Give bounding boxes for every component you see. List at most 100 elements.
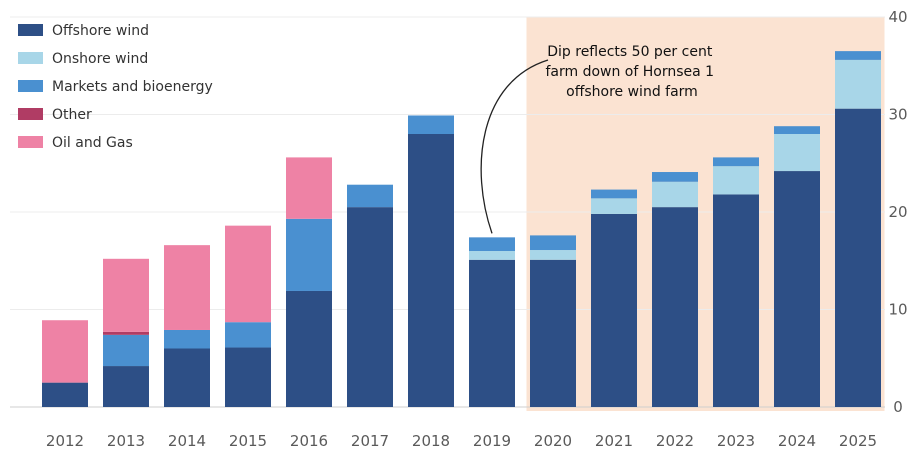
bar-offshore-wind-2015 bbox=[225, 347, 271, 407]
legend-label: Other bbox=[52, 107, 92, 123]
bar-markets-and-bioenergy-2019 bbox=[469, 237, 515, 251]
annotation: Dip reflects 50 per cent farm down of Ho… bbox=[480, 44, 718, 234]
bar-offshore-wind-2019 bbox=[469, 259, 515, 407]
bar-onshore-wind-2020 bbox=[530, 250, 576, 260]
bar-oil-and-gas-2012 bbox=[42, 320, 88, 383]
bar-onshore-wind-2023 bbox=[713, 166, 759, 195]
x-tick-2018: 2018 bbox=[412, 432, 450, 450]
annotation-arrow bbox=[480, 59, 549, 234]
bar-offshore-wind-2020 bbox=[530, 259, 576, 407]
legend-label: Oil and Gas bbox=[52, 135, 133, 151]
annotation-text: Dip reflects 50 per cent farm down of Ho… bbox=[545, 44, 718, 100]
bar-stack-2020 bbox=[530, 235, 576, 407]
x-tick-2019: 2019 bbox=[473, 432, 511, 450]
bar-stack-2023 bbox=[713, 157, 759, 407]
legend-swatch bbox=[18, 108, 43, 120]
bar-stack-2025 bbox=[835, 51, 881, 408]
bar-offshore-wind-2016 bbox=[286, 290, 332, 407]
legend-label: Onshore wind bbox=[52, 51, 148, 67]
bar-offshore-wind-2012 bbox=[42, 382, 88, 407]
bar-other-2013 bbox=[103, 331, 149, 335]
x-tick-2024: 2024 bbox=[778, 432, 816, 450]
legend-item-markets-and-bioenergy: Markets and bioenergy bbox=[18, 79, 213, 95]
bar-onshore-wind-2019 bbox=[469, 251, 515, 260]
x-tick-2012: 2012 bbox=[46, 432, 84, 450]
legend-label: Offshore wind bbox=[52, 23, 149, 39]
bar-offshore-wind-2018 bbox=[408, 134, 454, 407]
bar-stack-2015 bbox=[225, 225, 271, 407]
bar-oil-and-gas-2015 bbox=[225, 225, 271, 323]
projection-highlight-area bbox=[526, 17, 885, 411]
bar-stack-2024 bbox=[774, 126, 820, 407]
x-tick-2022: 2022 bbox=[656, 432, 694, 450]
x-tick-2016: 2016 bbox=[290, 432, 328, 450]
bar-markets-and-bioenergy-2020 bbox=[530, 235, 576, 251]
bar-onshore-wind-2024 bbox=[774, 134, 820, 172]
bar-markets-and-bioenergy-2015 bbox=[225, 322, 271, 348]
y-tick-40: 40 bbox=[888, 8, 907, 26]
bar-markets-and-bioenergy-2023 bbox=[713, 157, 759, 167]
x-tick-2014: 2014 bbox=[168, 432, 206, 450]
bar-offshore-wind-2025 bbox=[835, 108, 881, 408]
bar-stack-2016 bbox=[286, 157, 332, 407]
legend-item-offshore-wind: Offshore wind bbox=[18, 23, 149, 39]
y-tick-0: 0 bbox=[893, 398, 903, 416]
bar-markets-and-bioenergy-2022 bbox=[652, 172, 698, 182]
bar-markets-and-bioenergy-2013 bbox=[103, 334, 149, 367]
bar-offshore-wind-2014 bbox=[164, 348, 210, 407]
x-axis-ticks: 2012 2013 2014 2015 2016 2017 2018 2019 2020 2021… bbox=[46, 432, 877, 450]
bar-oil-and-gas-2013 bbox=[103, 258, 149, 332]
bar-stack-2012 bbox=[42, 320, 88, 407]
bar-oil-and-gas-2016 bbox=[286, 157, 332, 219]
bar-markets-and-bioenergy-2017 bbox=[347, 184, 393, 208]
bar-stack-2013 bbox=[103, 258, 149, 407]
bar-markets-and-bioenergy-2016 bbox=[286, 218, 332, 291]
bar-offshore-wind-2022 bbox=[652, 207, 698, 407]
legend-swatch bbox=[18, 24, 43, 36]
x-tick-2020: 2020 bbox=[534, 432, 572, 450]
bar-offshore-wind-2013 bbox=[103, 366, 149, 407]
bar-markets-and-bioenergy-2025 bbox=[835, 51, 881, 60]
x-tick-2013: 2013 bbox=[107, 432, 145, 450]
legend-swatch bbox=[18, 52, 43, 64]
y-tick-20: 20 bbox=[888, 203, 907, 221]
bar-oil-and-gas-2014 bbox=[164, 245, 210, 330]
annotation-line-2: farm down of Hornsea 1 bbox=[545, 64, 714, 80]
x-tick-2021: 2021 bbox=[595, 432, 633, 450]
legend-swatch bbox=[18, 136, 43, 148]
legend: Offshore wind Onshore wind Markets and bio… bbox=[18, 23, 213, 151]
legend-label: Markets and bioenergy bbox=[52, 79, 213, 95]
bar-stack-2021 bbox=[591, 189, 637, 407]
x-tick-2023: 2023 bbox=[717, 432, 755, 450]
bar-markets-and-bioenergy-2024 bbox=[774, 126, 820, 134]
y-tick-10: 10 bbox=[888, 301, 907, 319]
bar-offshore-wind-2021 bbox=[591, 213, 637, 407]
x-tick-2015: 2015 bbox=[229, 432, 267, 450]
bars bbox=[42, 51, 881, 408]
bar-markets-and-bioenergy-2021 bbox=[591, 189, 637, 199]
bar-onshore-wind-2022 bbox=[652, 181, 698, 208]
y-tick-30: 30 bbox=[888, 106, 907, 124]
bar-stack-2017 bbox=[347, 184, 393, 407]
legend-item-other: Other bbox=[18, 107, 92, 123]
highlight-region bbox=[526, 17, 885, 411]
legend-swatch bbox=[18, 80, 43, 92]
bar-markets-and-bioenergy-2018 bbox=[408, 115, 454, 134]
annotation-line-1: Dip reflects 50 per cent bbox=[547, 44, 713, 60]
bar-stack-2018 bbox=[408, 115, 454, 407]
y-axis-ticks: 0 10 20 30 40 bbox=[888, 8, 907, 416]
bar-stack-2019 bbox=[469, 237, 515, 407]
bar-stack-2022 bbox=[652, 172, 698, 407]
bar-onshore-wind-2021 bbox=[591, 198, 637, 214]
bar-offshore-wind-2023 bbox=[713, 194, 759, 407]
legend-item-oil-and-gas: Oil and Gas bbox=[18, 135, 133, 151]
x-tick-2025: 2025 bbox=[839, 432, 877, 450]
x-tick-2017: 2017 bbox=[351, 432, 389, 450]
bar-offshore-wind-2024 bbox=[774, 171, 820, 407]
annotation-line-3: offshore wind farm bbox=[566, 84, 698, 100]
bar-stack-2014 bbox=[164, 245, 210, 407]
legend-item-onshore-wind: Onshore wind bbox=[18, 51, 148, 67]
bar-onshore-wind-2025 bbox=[835, 59, 881, 109]
bar-markets-and-bioenergy-2014 bbox=[164, 329, 210, 349]
